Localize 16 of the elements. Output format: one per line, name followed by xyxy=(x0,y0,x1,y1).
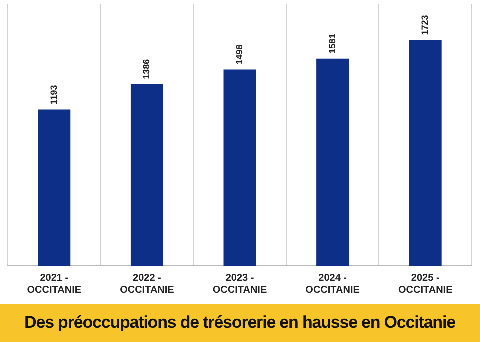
data-label: 1723 xyxy=(420,15,430,36)
x-tick-label: 2024 - OCCITANIE xyxy=(306,272,360,296)
bar xyxy=(409,40,442,266)
data-label: 1498 xyxy=(234,44,244,65)
x-tick-label: 2023 - OCCITANIE xyxy=(212,272,268,296)
x-tick-label: 2022 - OCCITANIE xyxy=(120,272,175,296)
bar xyxy=(38,110,71,266)
x-tick-label: 2025 - OCCITANIE xyxy=(398,272,454,296)
text: Des préoccupations de trésorerie en hausse en Occitanie xyxy=(0,304,480,342)
bar xyxy=(130,84,164,266)
bar xyxy=(224,70,256,266)
data-label: 1386 xyxy=(142,59,152,80)
bar xyxy=(316,58,350,266)
data-label: 1193 xyxy=(48,85,59,105)
x-tick-label: 2021 - OCCITANIE xyxy=(27,272,82,296)
data-label: 1581 xyxy=(327,34,338,54)
